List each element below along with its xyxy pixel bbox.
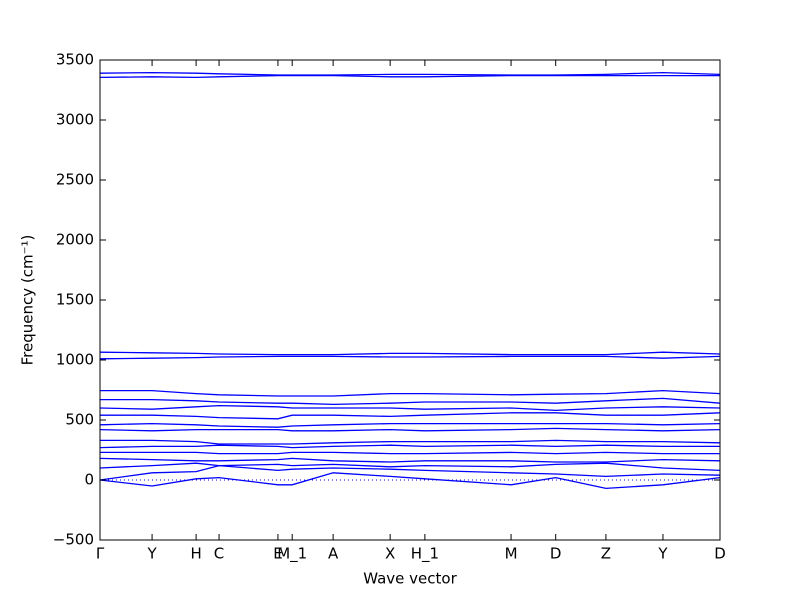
band-line xyxy=(99,351,721,356)
band-line xyxy=(99,462,721,472)
x-tick-label: M xyxy=(505,545,518,563)
band-line xyxy=(100,412,721,420)
band-line xyxy=(100,439,721,445)
y-tick-label: 2500 xyxy=(56,171,94,189)
band-line xyxy=(99,464,721,481)
x-tick-label: A xyxy=(328,545,339,563)
band-line xyxy=(99,71,721,76)
y-tick-label: 1000 xyxy=(56,351,94,369)
band-line xyxy=(99,422,721,428)
y-tick-label: 2000 xyxy=(56,231,94,249)
band-line xyxy=(100,389,721,397)
x-tick-label: H xyxy=(190,545,201,563)
band-line xyxy=(99,457,721,463)
x-tick-label: Y xyxy=(146,545,157,563)
band-line xyxy=(99,355,721,360)
x-tick-label: Y xyxy=(657,545,668,563)
y-tick-label: 1500 xyxy=(56,291,94,309)
band-line xyxy=(99,404,721,412)
band-line xyxy=(100,397,721,406)
band-line xyxy=(99,444,720,449)
y-tick-label: 500 xyxy=(65,411,94,429)
x-tick-label: X xyxy=(385,545,395,563)
x-tick-label: Γ xyxy=(96,545,105,563)
x-tick-label: D xyxy=(550,545,562,563)
band-line xyxy=(99,74,720,79)
x-tick-label: Z xyxy=(601,545,611,563)
plot-frame xyxy=(99,59,721,541)
x-axis-label: Wave vector xyxy=(363,570,457,588)
x-tick-label: D xyxy=(714,545,726,563)
y-tick-label: 3000 xyxy=(56,111,94,129)
band-line xyxy=(100,451,720,455)
band-line xyxy=(99,472,721,490)
x-tick-label: M_1 xyxy=(277,545,307,564)
x-tick-label: C xyxy=(214,545,224,563)
y-tick-label: 0 xyxy=(84,471,94,489)
y-tick-label: −500 xyxy=(53,531,94,549)
band-line xyxy=(99,427,721,432)
y-axis-label: Frequency (cm⁻¹) xyxy=(19,235,37,366)
y-tick-label: 3500 xyxy=(56,51,94,69)
x-tick-label: H_1 xyxy=(411,545,439,564)
x-tick-label: E xyxy=(273,545,282,563)
